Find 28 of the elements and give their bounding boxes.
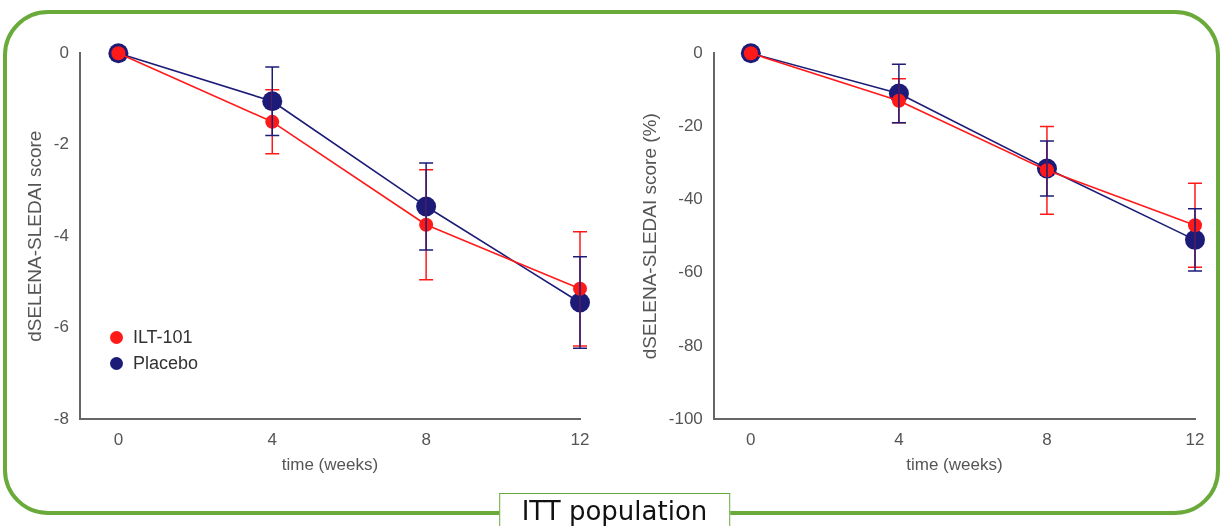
y-axis-title: dSELENA-SLEDAI score (%) — [638, 113, 660, 360]
text: ITT population — [498, 493, 731, 526]
y-tick-label: -20 — [678, 116, 703, 136]
y-tick-label: -60 — [678, 262, 703, 282]
y-tick-label: -4 — [53, 225, 69, 245]
x-tick-label: 8 — [1042, 430, 1052, 450]
point — [262, 91, 283, 112]
x-axis-title: time (weeks) — [281, 455, 379, 475]
point — [265, 114, 280, 129]
legend-label: Placebo — [131, 352, 198, 376]
x-tick-label: 0 — [746, 430, 756, 450]
x-tick-label: 4 — [894, 430, 904, 450]
legend-label: ILT-101 — [131, 326, 194, 350]
x-tick-label: 0 — [113, 430, 124, 450]
x-tick-label: 4 — [267, 430, 277, 450]
y-tick-label: -100 — [668, 408, 703, 428]
y-tick-label: -6 — [53, 317, 69, 337]
y-tick-label: 0 — [693, 42, 703, 62]
y-tick-label: 0 — [59, 42, 69, 62]
y-tick-label: -40 — [678, 189, 703, 209]
x-axis-title: time (weeks) — [906, 455, 1003, 475]
y-axis-title: dSELENA-SLEDAI score — [23, 130, 45, 342]
x-tick-label: 12 — [1185, 430, 1205, 450]
y-tick-label: -80 — [678, 335, 703, 355]
y-tick-label: -8 — [53, 408, 69, 428]
y-tick-label: -2 — [53, 134, 69, 154]
x-tick-label: 12 — [570, 430, 590, 450]
x-tick-label: 8 — [421, 430, 431, 450]
